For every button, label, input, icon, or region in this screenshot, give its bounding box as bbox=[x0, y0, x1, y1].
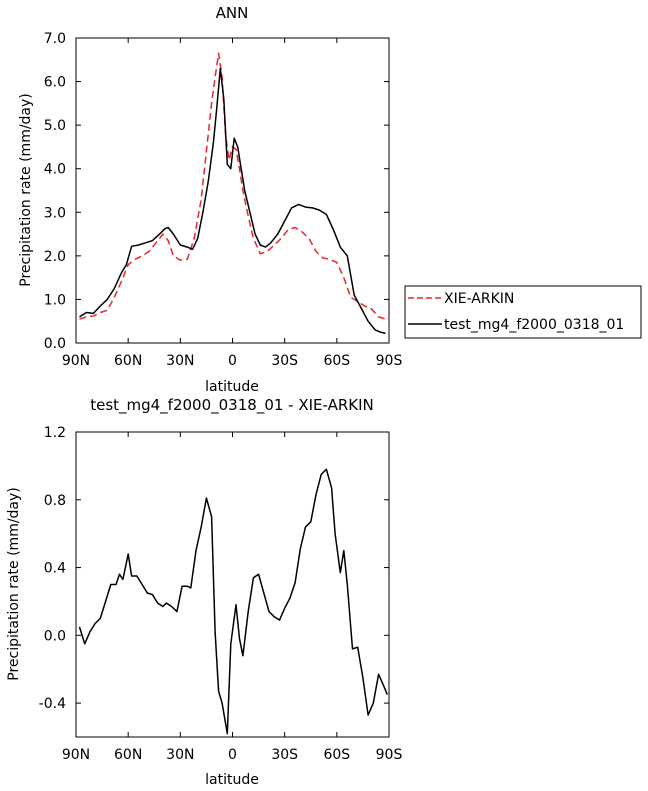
top-x-tick-label: 60S bbox=[323, 353, 350, 369]
bottom-y-tick-label: -0.4 bbox=[39, 696, 66, 712]
top-y-tick-label: 3.0 bbox=[44, 205, 66, 221]
top-x-tick-label: 30N bbox=[166, 353, 194, 369]
top-y-tick-label: 0.0 bbox=[44, 336, 66, 352]
top-y-tick-label: 7.0 bbox=[44, 31, 66, 47]
bottom-panel: test_mg4_f2000_0318_01 - XIE-ARKIN -0.4 0… bbox=[6, 396, 402, 788]
top-y-tick-label: 5.0 bbox=[44, 118, 66, 134]
top-x-axis-label: latitude bbox=[205, 379, 259, 395]
legend-label-test: test_mg4_f2000_0318_01 bbox=[444, 317, 624, 333]
top-series-lines bbox=[79, 52, 386, 335]
bottom-x-tick-label: 0 bbox=[228, 747, 237, 763]
top-x-tick-label: 90N bbox=[62, 353, 90, 369]
bottom-y-ticks: -0.4 0.0 0.4 0.8 1.2 bbox=[39, 425, 389, 712]
legend: XIE-ARKIN test_mg4_f2000_0318_01 bbox=[404, 285, 642, 339]
bottom-plot-frame bbox=[75, 431, 390, 738]
top-x-tick-label: 30S bbox=[271, 353, 298, 369]
bottom-y-axis-label: Precipitation rate (mm/day) bbox=[6, 487, 22, 681]
top-plot-frame bbox=[75, 37, 390, 344]
top-panel: ANN 0.0 1.0 2.0 3.0 4.0 5.0 6.0 7.0 90N 60N 30N 0 3… bbox=[18, 4, 642, 395]
top-x-tick-label: 0 bbox=[228, 353, 237, 369]
bottom-chart-title: test_mg4_f2000_0318_01 - XIE-ARKIN bbox=[90, 396, 374, 415]
bottom-x-tick-label: 90N bbox=[62, 747, 90, 763]
bottom-x-ticks: 90N 60N 30N 0 30S 60S 90S bbox=[62, 432, 403, 763]
top-y-tick-label: 2.0 bbox=[44, 249, 66, 265]
top-y-ticks: 0.0 1.0 2.0 3.0 4.0 5.0 6.0 7.0 bbox=[44, 31, 389, 352]
bottom-x-tick-label: 90S bbox=[376, 747, 403, 763]
bottom-y-tick-label: 0.8 bbox=[44, 493, 66, 509]
top-x-tick-label: 60N bbox=[114, 353, 142, 369]
top-x-tick-label: 90S bbox=[376, 353, 403, 369]
bottom-y-tick-label: 1.2 bbox=[44, 425, 66, 441]
bottom-x-tick-label: 60S bbox=[323, 747, 350, 763]
bottom-y-tick-label: 0.4 bbox=[44, 561, 66, 577]
top-y-tick-label: 1.0 bbox=[44, 292, 66, 308]
bottom-x-tick-label: 30N bbox=[166, 747, 194, 763]
bottom-x-tick-label: 60N bbox=[114, 747, 142, 763]
bottom-series-line-0 bbox=[78, 468, 388, 735]
legend-label-xie-arkin: XIE-ARKIN bbox=[444, 291, 514, 307]
bottom-y-tick-label: 0.0 bbox=[44, 628, 66, 644]
bottom-x-tick-label: 30S bbox=[271, 747, 298, 763]
legend-box bbox=[404, 285, 642, 339]
bottom-series-lines bbox=[78, 468, 388, 735]
top-chart-title: ANN bbox=[216, 4, 249, 22]
bottom-x-axis-label: latitude bbox=[205, 772, 259, 788]
top-x-ticks: 90N 60N 30N 0 30S 60S 90S bbox=[62, 38, 403, 369]
top-y-tick-label: 6.0 bbox=[44, 75, 66, 91]
top-y-axis-label: Precipitation rate (mm/day) bbox=[18, 93, 34, 287]
top-series-line-0 bbox=[79, 52, 386, 320]
top-y-tick-label: 4.0 bbox=[44, 162, 66, 178]
top-series-line-1 bbox=[79, 67, 386, 335]
